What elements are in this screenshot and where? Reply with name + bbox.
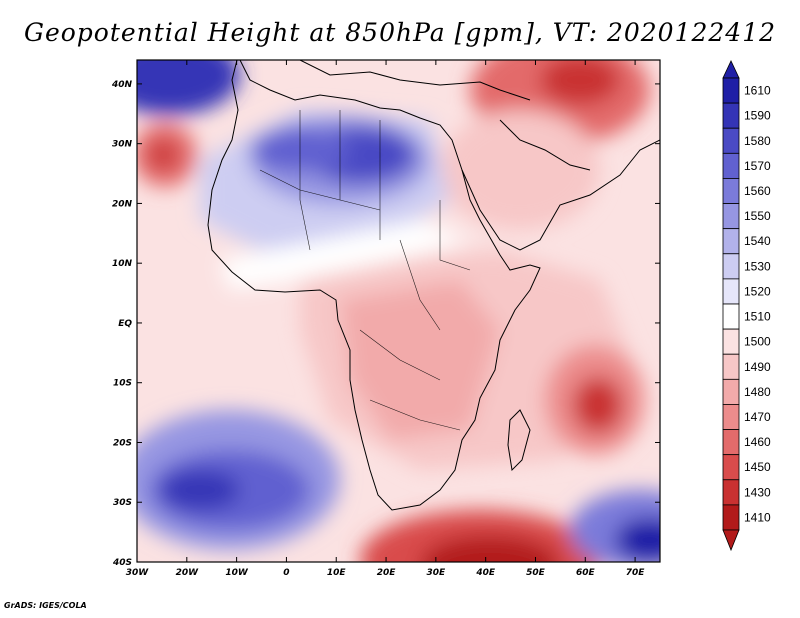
map-title: Geopotential Height at 850hPa [gpm], VT:… <box>23 18 777 47</box>
colorbar-swatch <box>722 429 740 456</box>
lon-label: 0 <box>283 568 289 578</box>
colorbar-label: 1460 <box>744 435 771 449</box>
colorbar-label: 1450 <box>744 460 771 474</box>
colorbar-label: 1550 <box>744 209 771 223</box>
lon-label: 30W <box>126 568 150 578</box>
colorbar-label: 1480 <box>744 385 771 399</box>
lon-label: 20W <box>176 568 200 578</box>
colorbar: 1610 1590 1580 1570 1560 1550 1540 1530 1520 1510… <box>722 60 771 552</box>
map-frame <box>136 59 661 563</box>
colorbar-label: 1490 <box>744 360 771 374</box>
longitude-labels: 30W 20W 10W 0 10E 20E 30E 40E 50E 60E 70E <box>126 568 646 578</box>
lat-label: 30S <box>113 498 132 508</box>
lon-label: 10W <box>225 568 249 578</box>
colorbar-label: 1470 <box>744 410 771 424</box>
colorbar-swatch <box>722 102 740 129</box>
colorbar-swatch <box>722 152 740 179</box>
colorbar-top-arrow <box>722 60 740 79</box>
colorbar-swatch <box>722 404 740 430</box>
lon-label: 70E <box>626 568 646 578</box>
colorbar-label: 1570 <box>744 159 771 173</box>
lat-label: 40S <box>112 558 132 568</box>
grads-credit: GrADS: IGES/COLA <box>4 601 87 610</box>
colorbar-swatch <box>722 127 740 154</box>
lat-label: 20S <box>113 438 132 448</box>
colorbar-label: 1510 <box>744 310 771 324</box>
lat-label: 10S <box>113 379 132 389</box>
colorbar-label: 1520 <box>744 284 771 298</box>
colorbar-swatch <box>722 454 740 481</box>
lon-label: 60E <box>576 568 596 578</box>
lon-label: 50E <box>526 568 546 578</box>
lat-label: 20N <box>112 199 133 209</box>
colorbar-swatch <box>722 228 740 255</box>
colorbar-swatch <box>722 303 740 330</box>
colorbar-swatch <box>722 253 740 280</box>
colorbar-swatch <box>722 203 740 230</box>
coastlines <box>207 60 660 511</box>
colorbar-swatch <box>722 328 740 355</box>
lon-label: 20E <box>377 568 397 578</box>
colorbar-label: 1610 <box>744 84 771 98</box>
colorbar-label: 1410 <box>744 510 771 524</box>
colorbar-swatch <box>722 77 740 104</box>
colorbar-label: 1530 <box>744 259 771 273</box>
lat-label: EQ <box>118 319 132 329</box>
colorbar-bottom-arrow <box>722 529 740 552</box>
colorbar-swatch <box>722 178 740 204</box>
lon-label: 30E <box>427 568 447 578</box>
lat-label: 10N <box>112 259 133 269</box>
colorbar-label: 1430 <box>744 485 771 499</box>
borders <box>259 110 471 431</box>
colorbar-label: 1590 <box>744 109 771 123</box>
colorbar-swatch <box>722 479 740 506</box>
colorbar-label: 1500 <box>744 335 771 349</box>
colorbar-swatch <box>722 504 740 531</box>
height-field <box>137 60 660 562</box>
colorbar-label: 1580 <box>744 134 771 148</box>
colorbar-label: 1540 <box>744 234 771 248</box>
lat-label: 40N <box>111 80 133 90</box>
axis-ticks <box>136 60 660 563</box>
colorbar-swatch <box>722 278 740 305</box>
lon-label: 10E <box>327 568 347 578</box>
colorbar-label: 1560 <box>744 184 771 198</box>
lon-label: 40E <box>475 568 496 578</box>
lat-label: 30N <box>112 140 133 150</box>
colorbar-swatch <box>722 353 740 380</box>
colorbar-swatch <box>722 378 740 405</box>
latitude-labels: 40N 30N 20N 10N EQ 10S 20S 30S 40S <box>111 80 133 568</box>
